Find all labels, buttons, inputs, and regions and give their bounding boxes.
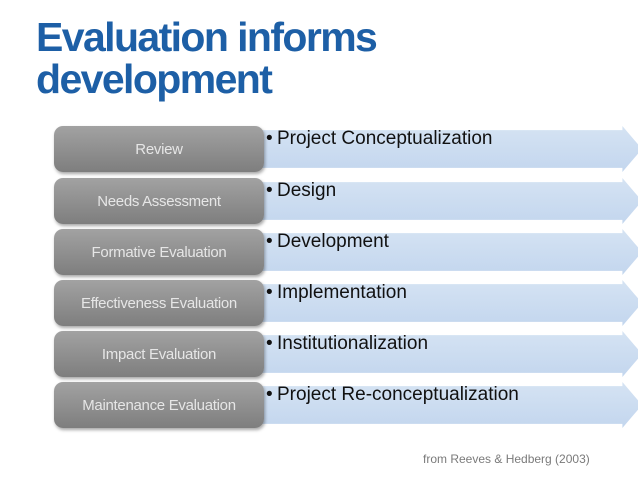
row-effectiveness-evaluation: Effectiveness Evaluation • Implementatio…	[54, 280, 638, 326]
evaluation-box-review: Review	[54, 126, 264, 172]
title-line-2: development	[36, 56, 273, 102]
evaluation-box-needs-assessment: Needs Assessment	[54, 178, 264, 224]
row-review: Review • Project Conceptualization	[54, 126, 638, 172]
arrow-band	[250, 126, 638, 172]
source-citation: from Reeves & Hedberg (2003)	[423, 452, 590, 466]
arrow-band	[250, 331, 638, 377]
stage-label: Institutionalization	[277, 333, 429, 354]
row-needs-assessment: Needs Assessment • Design	[54, 178, 638, 224]
row-impact-evaluation: Impact Evaluation • Institutionalization	[54, 331, 638, 377]
evaluation-box-formative: Formative Evaluation	[54, 229, 264, 275]
stage-label: Design	[277, 180, 337, 201]
row-maintenance-evaluation: Maintenance Evaluation • Project Re-conc…	[54, 382, 638, 428]
bullet: •	[266, 384, 273, 405]
row-formative-evaluation: Formative Evaluation • Development	[54, 229, 638, 275]
arrow-band	[250, 229, 638, 275]
bullet: •	[266, 231, 273, 252]
evaluation-label: Impact Evaluation	[101, 345, 217, 363]
arrow-band	[250, 280, 638, 326]
stage-label: Project Re-conceptualization	[277, 384, 519, 405]
stage-label: Project Conceptualization	[277, 128, 493, 149]
evaluation-label: Formative Evaluation	[91, 243, 227, 261]
evaluation-box-effectiveness: Effectiveness Evaluation	[54, 280, 264, 326]
bullet: •	[266, 128, 273, 149]
evaluation-box-maintenance: Maintenance Evaluation	[54, 382, 264, 428]
arrow-band	[250, 382, 638, 428]
bullet: •	[266, 282, 273, 303]
stage-label: Implementation	[277, 282, 407, 303]
evaluation-label: Review	[135, 140, 183, 158]
evaluation-label: Needs Assessment	[97, 192, 221, 210]
evaluation-box-impact: Impact Evaluation	[54, 331, 264, 377]
bullet: •	[266, 180, 273, 201]
evaluation-label: Maintenance Evaluation	[82, 396, 236, 414]
evaluation-label: Effectiveness Evaluation	[81, 294, 237, 312]
title-line-1: Evaluation informs	[36, 14, 378, 60]
arrow-band	[250, 178, 638, 224]
slide-title: Evaluation informs development	[36, 14, 378, 102]
stage-label: Development	[277, 231, 389, 252]
bullet: •	[266, 333, 273, 354]
